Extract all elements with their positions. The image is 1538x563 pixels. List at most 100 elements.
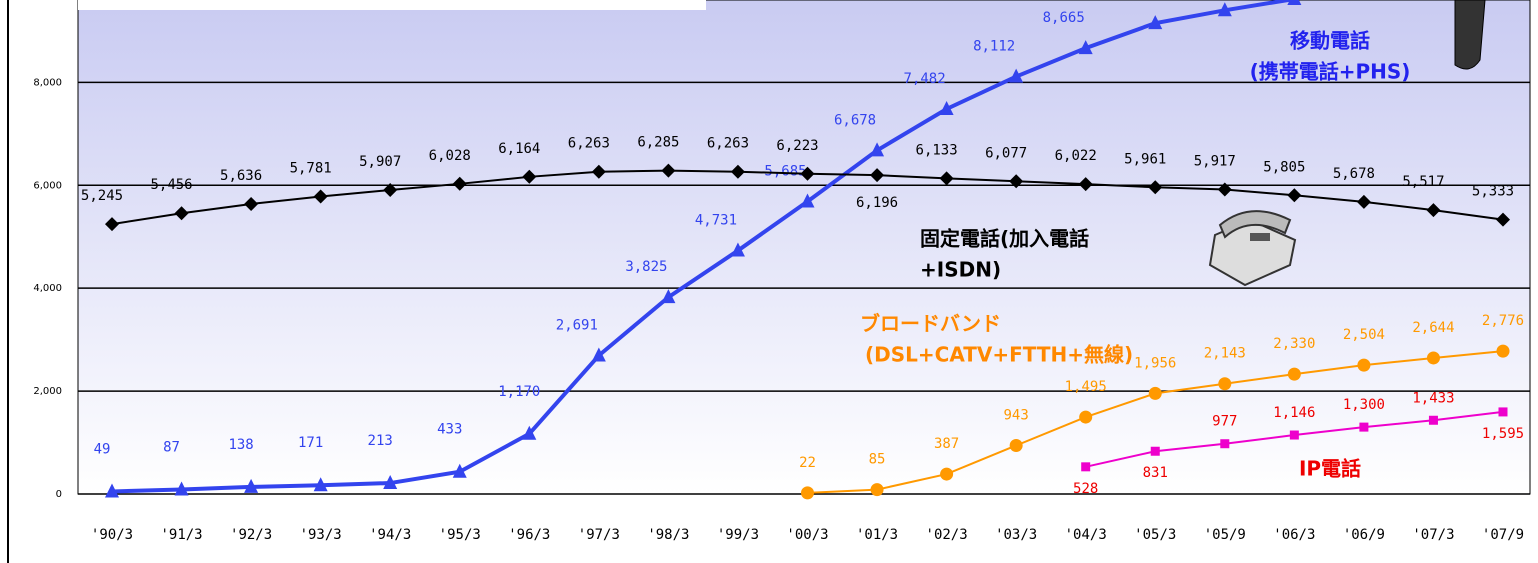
marker: [801, 486, 814, 499]
data-label: 5,781: [290, 161, 332, 177]
marker: [1288, 368, 1301, 381]
marker: [940, 468, 953, 481]
data-label: 1,495: [1065, 379, 1107, 395]
marker: [1359, 423, 1368, 432]
annotation: 移動電話: [1290, 29, 1370, 53]
data-label: 6,077: [985, 145, 1027, 161]
marker: [1429, 416, 1438, 425]
data-label: 528: [1073, 481, 1098, 497]
data-label: 6,028: [429, 148, 471, 164]
data-label: 1,300: [1343, 397, 1385, 413]
data-label: 1,956: [1134, 355, 1176, 371]
data-label: 831: [1143, 465, 1168, 481]
data-label: 5,517: [1402, 174, 1444, 190]
x-tick-label: '90/3: [91, 527, 133, 543]
data-label: 5,961: [1124, 151, 1166, 167]
data-label: 8,112: [973, 39, 1015, 55]
x-tick-label: '95/3: [439, 527, 481, 543]
x-tick-label: '94/3: [369, 527, 411, 543]
data-label: 213: [368, 433, 393, 449]
x-tick-label: '05/3: [1134, 527, 1176, 543]
data-label: 171: [298, 435, 323, 451]
data-label: 6,223: [776, 138, 818, 154]
data-label: 85: [869, 452, 886, 468]
data-label: 6,678: [834, 112, 876, 128]
x-tick-label: '07/3: [1412, 527, 1454, 543]
x-tick-label: '96/3: [508, 527, 550, 543]
annotation: (携帯電話+PHS): [1250, 60, 1411, 84]
data-label: 5,907: [359, 154, 401, 170]
data-label: 87: [163, 440, 180, 456]
data-label: 2,776: [1482, 313, 1524, 329]
marker: [1220, 439, 1229, 448]
marker: [871, 483, 884, 496]
y-tick-label: 0: [56, 489, 62, 500]
marker: [1151, 447, 1160, 456]
marker: [1290, 431, 1299, 440]
y-tick-label: 2,000: [33, 386, 62, 397]
legend-box: [78, 0, 706, 10]
y-tick-label: 8,000: [33, 77, 62, 88]
data-label: 4,731: [695, 213, 737, 229]
x-tick-label: '02/3: [926, 527, 968, 543]
marker: [1149, 387, 1162, 400]
data-label: 2,143: [1204, 346, 1246, 362]
x-tick-label: '93/3: [300, 527, 342, 543]
annotation: +ISDN): [920, 258, 1001, 282]
data-label: 5,636: [220, 168, 262, 184]
data-label: 1,170: [498, 384, 540, 400]
data-label: 977: [1212, 414, 1237, 430]
x-tick-label: '03/3: [995, 527, 1037, 543]
data-label: 6,263: [707, 136, 749, 152]
x-tick-label: '97/3: [578, 527, 620, 543]
data-label: 22: [799, 455, 816, 471]
data-label: 3,825: [625, 259, 667, 275]
data-label: 6,133: [916, 142, 958, 158]
data-label: 2,691: [556, 318, 598, 334]
data-label: 5,245: [81, 188, 123, 204]
data-label: 1,146: [1273, 405, 1315, 421]
x-tick-label: '98/3: [647, 527, 689, 543]
data-label: 6,196: [856, 195, 898, 211]
data-label: 5,685: [764, 163, 806, 179]
data-label: 6,164: [498, 141, 540, 157]
annotation: (DSL+CATV+FTTH+無線): [865, 343, 1133, 367]
data-label: 49: [94, 441, 111, 457]
marker: [1497, 345, 1510, 358]
data-label: 8,665: [1043, 10, 1085, 26]
data-label: 7,482: [904, 71, 946, 87]
data-label: 5,333: [1472, 184, 1514, 200]
data-label: 5,805: [1263, 159, 1305, 175]
data-label: 943: [1004, 407, 1029, 423]
data-label: 6,285: [637, 135, 679, 151]
annotation: IP電話: [1299, 457, 1361, 481]
marker: [1357, 359, 1370, 372]
data-label: 2,504: [1343, 327, 1385, 343]
data-label: 2,330: [1273, 336, 1315, 352]
x-tick-label: '06/3: [1273, 527, 1315, 543]
mobile-icon: [1455, 0, 1485, 69]
x-tick-label: '01/3: [856, 527, 898, 543]
x-tick-label: '04/3: [1065, 527, 1107, 543]
x-tick-label: '92/3: [230, 527, 272, 543]
marker: [1081, 462, 1090, 471]
marker: [1499, 407, 1508, 416]
data-label: 6,022: [1055, 148, 1097, 164]
marker: [1010, 439, 1023, 452]
data-label: 5,917: [1194, 154, 1236, 170]
data-label: 1,595: [1482, 426, 1524, 442]
marker: [1427, 351, 1440, 364]
x-tick-label: '07/9: [1482, 527, 1524, 543]
data-label: 6,263: [568, 136, 610, 152]
x-tick-label: '99/3: [717, 527, 759, 543]
y-tick-label: 4,000: [33, 283, 62, 294]
annotation: ブロードバンド: [860, 312, 1001, 336]
x-tick-label: '00/3: [786, 527, 828, 543]
data-label: 433: [437, 422, 462, 438]
data-label: 138: [228, 437, 253, 453]
data-label: 5,456: [150, 177, 192, 193]
marker: [1079, 411, 1092, 424]
x-tick-label: '05/9: [1204, 527, 1246, 543]
data-label: 2,644: [1412, 320, 1454, 336]
data-label: 5,678: [1333, 166, 1375, 182]
